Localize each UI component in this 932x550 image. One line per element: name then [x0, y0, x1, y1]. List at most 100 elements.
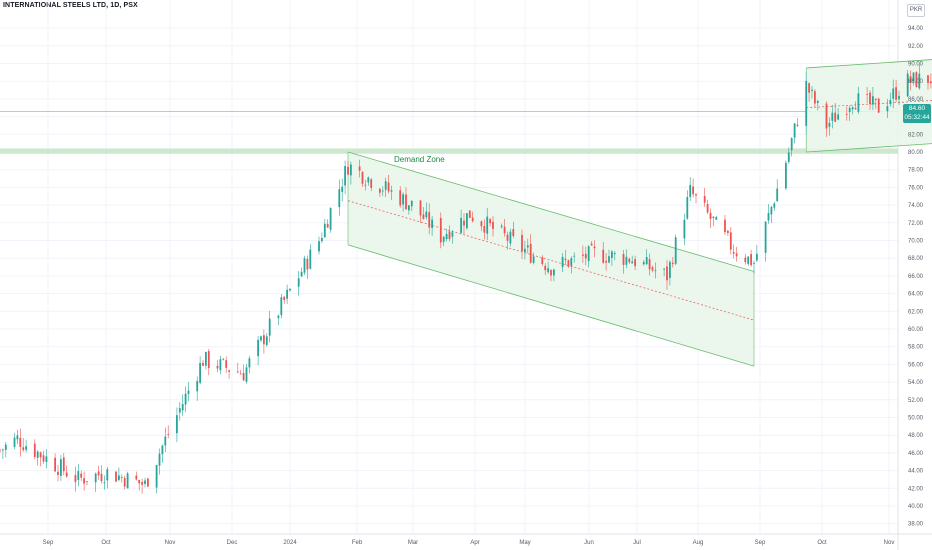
- candle-body: [260, 336, 262, 341]
- candle-body: [405, 194, 407, 210]
- y-tick-label: 70.00: [908, 239, 924, 245]
- last-price-tag: 84.60 05:32:44: [903, 104, 931, 123]
- candle-body: [930, 81, 932, 84]
- candle-body: [45, 456, 48, 462]
- descending-channel-upper: [347, 151, 755, 272]
- candle-body: [729, 232, 732, 250]
- candle-body: [321, 237, 323, 242]
- candle-body: [306, 259, 309, 270]
- candle-body: [344, 166, 346, 186]
- candle-body: [265, 336, 268, 346]
- candle-body: [425, 211, 428, 218]
- candle-body: [857, 93, 860, 112]
- candle-body: [364, 184, 367, 186]
- y-tick-label: 38.00: [908, 522, 924, 528]
- candle-body: [770, 206, 773, 215]
- candle-body: [767, 213, 770, 221]
- candle-body: [503, 226, 506, 234]
- y-tick-label: 60.00: [908, 327, 924, 333]
- y-tick-label: 52.00: [908, 398, 924, 404]
- candle-body: [77, 471, 80, 481]
- candle-body: [483, 225, 486, 233]
- candle-body: [216, 365, 219, 369]
- candle-body: [831, 112, 834, 121]
- candle-body: [196, 380, 199, 392]
- candle-body: [118, 475, 120, 480]
- candle-body: [181, 404, 184, 411]
- x-tick-label: May: [519, 540, 530, 546]
- candle-body: [86, 481, 88, 482]
- candle-body: [358, 166, 361, 171]
- candle-body: [318, 241, 320, 252]
- candle-body: [135, 475, 138, 480]
- candle-body: [242, 372, 245, 381]
- candle-body: [587, 246, 590, 262]
- candle-body: [83, 478, 85, 484]
- candle-body: [468, 210, 471, 218]
- rising-channel-mid: [806, 100, 932, 109]
- candle-body: [486, 216, 489, 234]
- candle-body: [60, 459, 62, 476]
- x-tick-label: Aug: [693, 540, 704, 546]
- candle-body: [199, 363, 201, 383]
- price-axis[interactable]: 94.0092.0090.0088.0086.0084.0082.0080.00…: [908, 26, 924, 528]
- y-tick-label: 56.00: [908, 362, 924, 368]
- y-tick-label: 40.00: [908, 504, 924, 510]
- candle-body: [387, 182, 390, 192]
- candle-body: [492, 221, 494, 230]
- candle-body: [561, 256, 564, 268]
- y-tick-label: 42.00: [908, 486, 924, 492]
- candle-body: [158, 453, 161, 466]
- candle-body: [837, 114, 839, 120]
- candle-body: [480, 221, 483, 227]
- candle-body: [225, 360, 228, 368]
- candle-body: [909, 76, 912, 83]
- y-tick-label: 72.00: [908, 221, 924, 227]
- candle-body: [927, 75, 929, 83]
- candle-body: [692, 186, 694, 195]
- candle-body: [796, 124, 799, 126]
- x-tick-label: 2024: [283, 540, 297, 546]
- candle-body: [280, 297, 283, 316]
- candle-body: [544, 265, 547, 271]
- time-axis[interactable]: Sep Oct Nov Dec 2024 Feb Mar Apr May Jun Jul Aug Sep…: [43, 540, 895, 546]
- candle-body: [428, 212, 431, 228]
- candle-body: [286, 289, 288, 299]
- candle-body: [303, 258, 306, 273]
- candle-body: [326, 223, 329, 228]
- candle-body: [808, 83, 810, 93]
- candle-body: [790, 138, 793, 151]
- candle-body: [62, 457, 65, 472]
- candle-body: [590, 243, 593, 246]
- y-tick-label: 62.00: [908, 309, 924, 315]
- candle-body: [2, 449, 4, 451]
- candle-body: [811, 89, 813, 91]
- candle-body: [550, 270, 552, 276]
- chart-title: INTERNATIONAL STEELS LTD, 1D, PSX: [3, 2, 138, 9]
- candle-body: [683, 219, 686, 239]
- candle-body: [666, 266, 668, 281]
- candle-body: [419, 200, 422, 216]
- candle-body: [886, 106, 889, 112]
- candle-body: [439, 218, 442, 243]
- candle-body: [567, 260, 570, 267]
- candle-body: [874, 98, 877, 100]
- y-tick-label: 80.00: [908, 150, 924, 156]
- x-tick-label: Jun: [584, 540, 594, 546]
- candle-body: [869, 92, 871, 105]
- candle-body: [42, 455, 45, 462]
- candle-body: [776, 188, 779, 202]
- candle-body: [22, 447, 25, 451]
- candle-body: [228, 370, 230, 372]
- currency-badge[interactable]: PKR: [907, 4, 925, 17]
- candle-body: [219, 359, 222, 371]
- candle-body: [753, 263, 755, 264]
- x-tick-label: Mar: [408, 540, 418, 546]
- y-tick-label: 90.00: [908, 62, 924, 68]
- candle-body: [19, 437, 22, 448]
- y-tick-label: 48.00: [908, 433, 924, 439]
- candle-body: [236, 371, 239, 373]
- x-tick-label: Oct: [101, 540, 111, 546]
- candle-body: [582, 254, 584, 256]
